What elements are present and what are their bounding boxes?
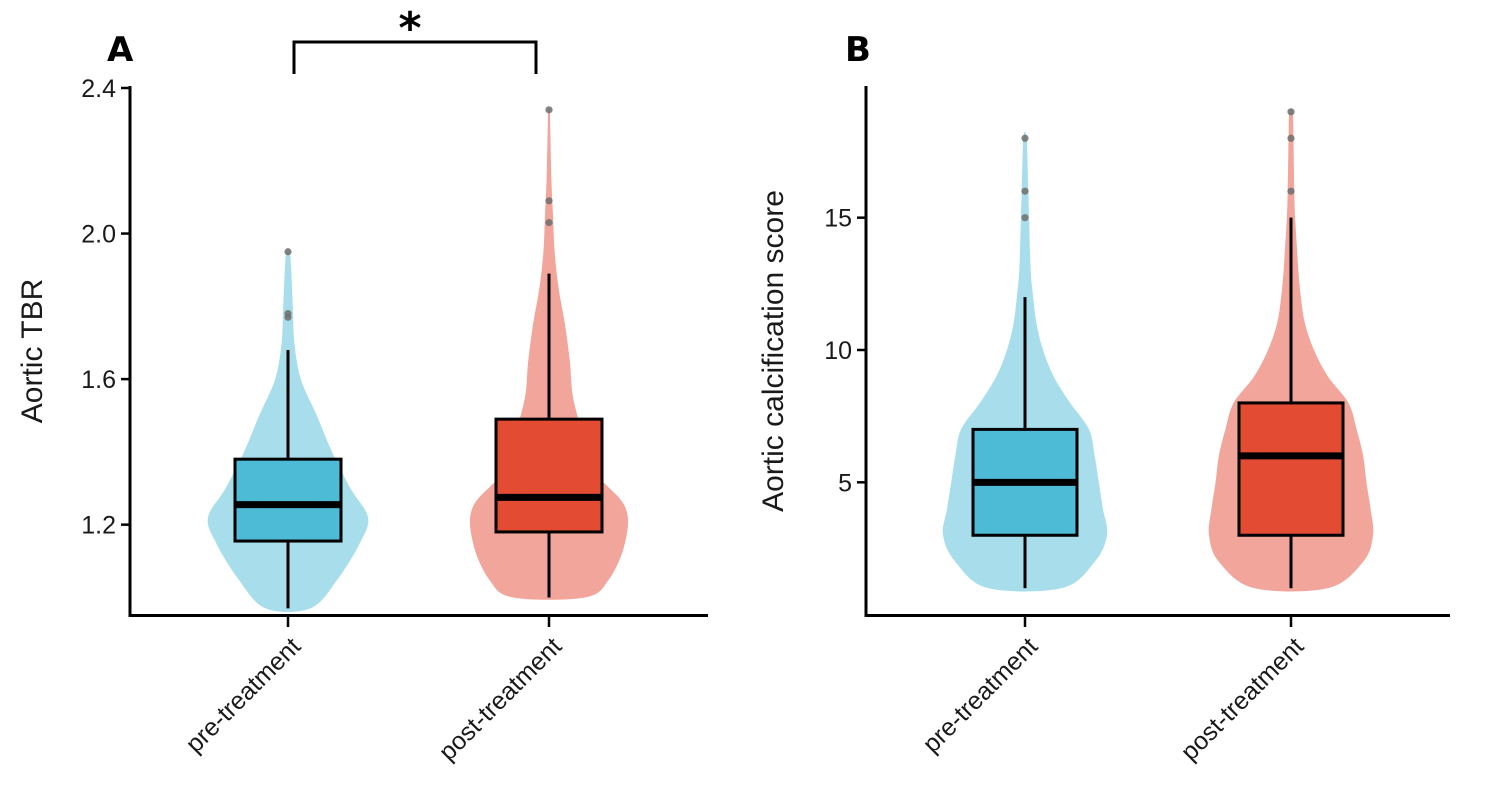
y-tick-label: 5 (838, 469, 852, 497)
box (1237, 401, 1345, 537)
box (494, 417, 604, 534)
x-tick-label: pre-treatment (180, 632, 306, 758)
outlier-point (1287, 134, 1295, 142)
outlier-point (1021, 134, 1029, 142)
outlier-point (1287, 108, 1295, 116)
x-tick-label: post-treatment (433, 632, 567, 766)
outlier-point (1287, 187, 1295, 195)
panel-b-letter: B (845, 30, 871, 70)
group-pre-treatment (942, 131, 1108, 592)
outlier-point (284, 310, 292, 318)
box (233, 457, 343, 543)
panel-a: A Aortic TBR 1.2 1.6 2.0 2.4 pre-treatment p… (16, 3, 708, 766)
group-post-treatment (469, 106, 629, 600)
significance-star: * (398, 3, 421, 54)
outlier-point (1021, 187, 1029, 195)
panel-b: B Aortic calcification score 5 10 15 pre-t… (757, 30, 1450, 766)
panel-b-y-axis-title: Aortic calcification score (757, 190, 790, 512)
x-tick-label: post-treatment (1175, 632, 1309, 766)
significance-bracket: * (292, 3, 538, 74)
outlier-point (545, 106, 553, 114)
x-tick-label: pre-treatment (917, 632, 1043, 758)
y-tick-label: 10 (824, 337, 852, 365)
panel-a-y-axis-title: Aortic TBR (16, 279, 49, 423)
outlier-point (545, 197, 553, 205)
outlier-point (545, 219, 553, 227)
y-tick-label: 15 (824, 205, 852, 233)
y-tick-label: 1.2 (81, 512, 116, 540)
significance-bracket-line (292, 40, 538, 74)
y-tick-label: 2.4 (81, 75, 116, 103)
y-tick-label: 2.0 (81, 221, 116, 249)
outlier-point (284, 248, 292, 256)
y-tick-label: 1.6 (81, 366, 116, 394)
group-pre-treatment (207, 248, 369, 612)
panel-a-letter: A (107, 30, 134, 70)
group-post-treatment (1208, 108, 1374, 592)
outlier-point (1021, 214, 1029, 222)
